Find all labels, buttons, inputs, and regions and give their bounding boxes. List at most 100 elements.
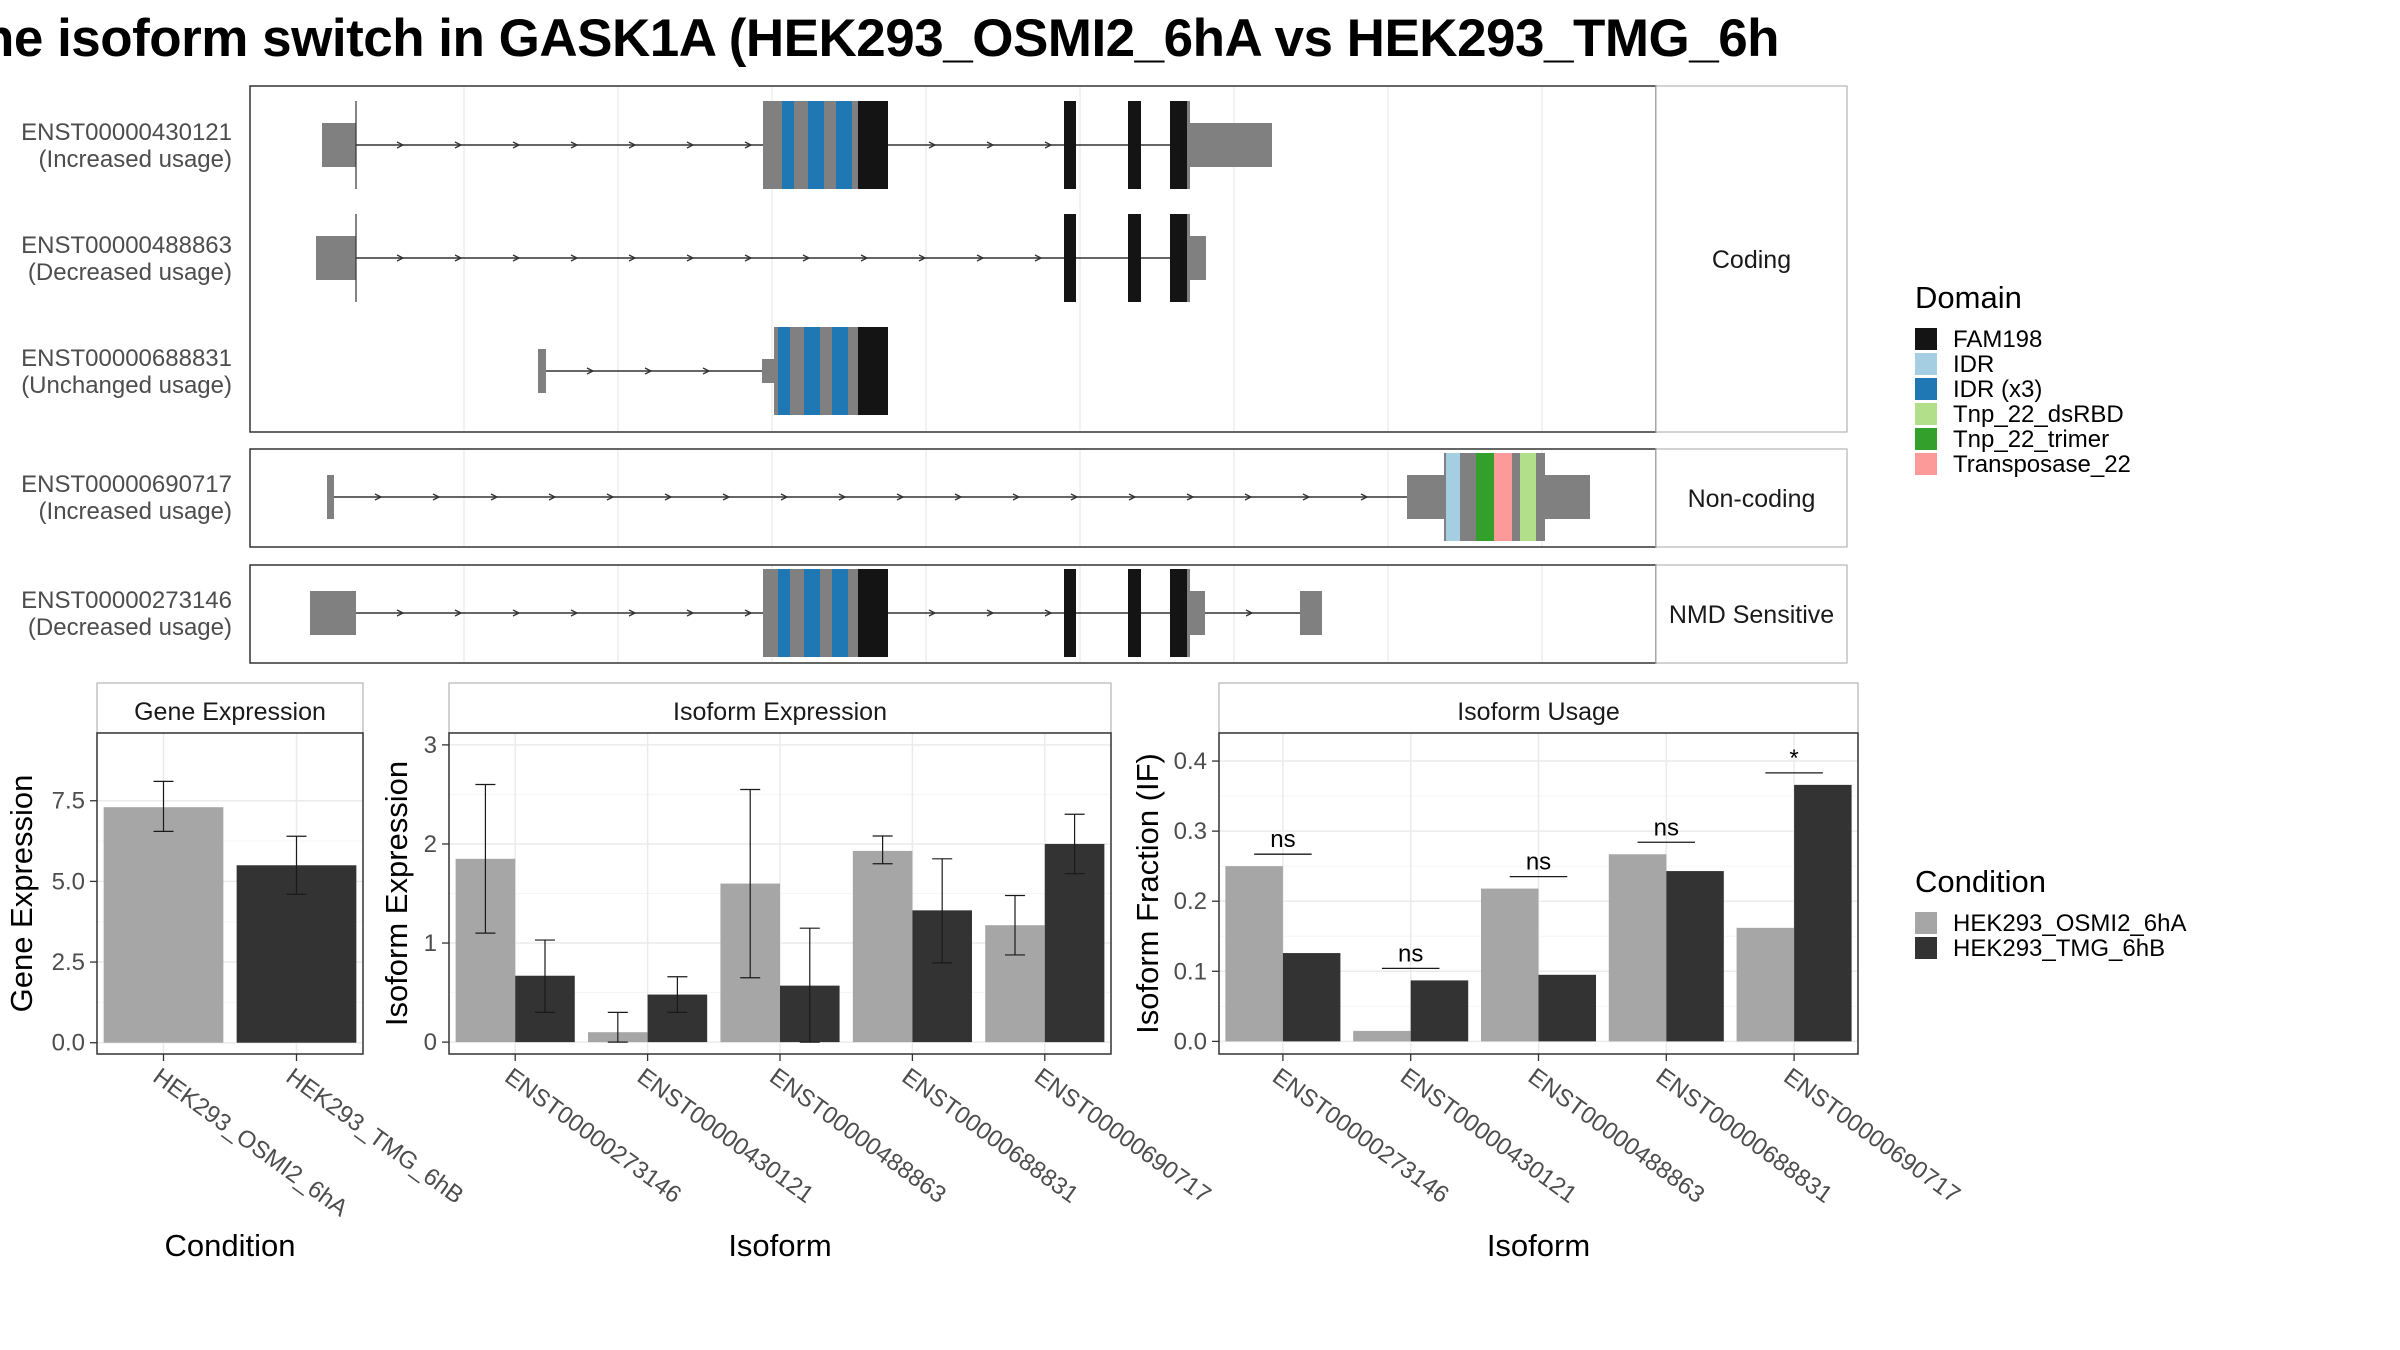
bar-chart-2: Isoform ExpressionENST00000273146ENST000…	[379, 682, 1216, 1263]
bar	[1282, 953, 1341, 1042]
transcript-status-label: (Increased usage)	[39, 146, 232, 173]
intron-arrow	[512, 609, 521, 617]
legend-key	[1915, 328, 1937, 350]
transcript-status-label: (Decreased usage)	[28, 259, 232, 286]
domain-segment	[1128, 101, 1141, 189]
intron-arrow	[1034, 254, 1043, 262]
plot-frame	[96, 732, 364, 1055]
legend-entry: IDR (x3)	[1953, 376, 2042, 403]
intron-arrow	[780, 493, 789, 501]
intron-arrow	[986, 141, 995, 149]
exon	[1187, 569, 1190, 657]
domain-segment	[1128, 569, 1141, 657]
x-axis-title: Condition	[165, 1228, 296, 1263]
domain-segment	[1064, 101, 1076, 189]
domain-segment	[1170, 214, 1187, 302]
intron-arrow	[570, 609, 579, 617]
domain-segment	[1476, 453, 1494, 541]
significance-label: ns	[1654, 814, 1679, 841]
legend-key	[1915, 912, 1937, 934]
exon	[1187, 214, 1190, 302]
intron-arrow	[686, 609, 695, 617]
intron-arrow	[686, 254, 695, 262]
plot-frame	[1218, 732, 1859, 1055]
intron-arrow	[744, 609, 753, 617]
y-tick-label: 1	[424, 930, 437, 957]
bar	[852, 850, 913, 1043]
exon-utr	[322, 123, 356, 167]
legend-key	[1915, 453, 1937, 475]
intron-arrow	[1044, 141, 1053, 149]
exon-utr	[1545, 475, 1590, 519]
facet-strip	[448, 682, 1112, 734]
intron-arrow	[512, 254, 521, 262]
exon-utr	[538, 349, 546, 393]
intron-arrow	[1128, 493, 1137, 501]
intron-arrow	[1360, 493, 1369, 501]
exon-utr	[1190, 236, 1206, 280]
bar	[1736, 927, 1795, 1042]
transcript-panel-frame	[249, 85, 1657, 433]
legend-title: Domain	[1915, 280, 2022, 315]
intron-arrow	[744, 141, 753, 149]
facet-strip	[1655, 448, 1848, 548]
domain-segment	[804, 327, 820, 415]
y-tick-label: 0	[424, 1029, 437, 1056]
domain-segment	[1446, 453, 1460, 541]
y-tick-label: 0.4	[1174, 748, 1207, 775]
bar	[1480, 888, 1539, 1042]
bar	[1225, 866, 1283, 1042]
intron-arrow	[802, 254, 811, 262]
y-tick-label: 0.3	[1174, 818, 1207, 845]
y-tick-label: 0.0	[52, 1030, 85, 1057]
facet-strip-label: Non-coding	[1688, 485, 1816, 513]
intron-arrow	[396, 254, 405, 262]
legend-entry: Tnp_22_trimer	[1953, 426, 2109, 453]
domain-segment	[1494, 453, 1512, 541]
legend-entry: HEK293_OSMI2_6hA	[1953, 910, 2186, 937]
exon	[763, 569, 776, 657]
legend-entry: HEK293_TMG_6hB	[1953, 935, 2165, 962]
main-title: ne isoform switch in GASK1A (HEK293_OSMI…	[0, 9, 1780, 68]
legend-entry: FAM198	[1953, 326, 2042, 353]
plot-frame	[448, 732, 1112, 1055]
x-axis-title: Isoform	[1487, 1228, 1590, 1263]
domain-segment	[1170, 101, 1187, 189]
y-tick-label: 3	[424, 732, 437, 759]
bar	[1538, 974, 1597, 1042]
exon	[774, 327, 776, 415]
intron-arrow	[722, 493, 731, 501]
transcript-status-label: (Decreased usage)	[28, 614, 232, 641]
facet-strip	[1655, 85, 1848, 433]
intron-arrow	[928, 609, 937, 617]
intron-arrow	[1012, 493, 1021, 501]
y-tick-label: 2.5	[52, 949, 85, 976]
intron-arrow	[396, 141, 405, 149]
domain-segment	[832, 569, 848, 657]
legend-key	[1915, 937, 1937, 959]
intron-arrow	[928, 141, 937, 149]
intron-arrow	[586, 367, 595, 375]
intron-arrow	[986, 609, 995, 617]
intron-arrow	[490, 493, 499, 501]
legend-key	[1915, 378, 1937, 400]
intron-arrow	[570, 141, 579, 149]
legend-key	[1915, 428, 1937, 450]
intron-arrow	[548, 493, 557, 501]
intron-arrow	[512, 141, 521, 149]
intron-arrow	[1070, 493, 1079, 501]
domain-segment	[778, 327, 790, 415]
exon-utr	[316, 236, 356, 280]
intron-arrow	[432, 493, 441, 501]
intron-arrow	[1302, 493, 1311, 501]
y-axis-title: Isoform Fraction (IF)	[1130, 753, 1165, 1034]
intron-arrow	[628, 254, 637, 262]
y-tick-label: 5.0	[52, 868, 85, 895]
intron-arrow	[1186, 493, 1195, 501]
domain-segment	[808, 101, 824, 189]
domain-segment	[1128, 214, 1141, 302]
exon-utr	[762, 359, 774, 383]
intron-arrow	[454, 254, 463, 262]
